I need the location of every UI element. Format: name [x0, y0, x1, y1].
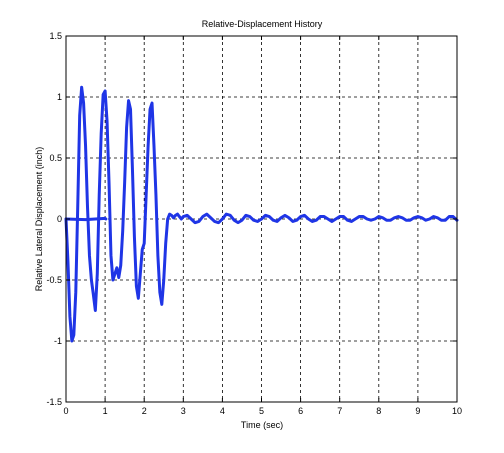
chart-title: Relative-Displacement History	[202, 19, 323, 29]
y-tick-label: 1	[57, 92, 62, 102]
series-line-2	[64, 216, 108, 222]
y-tick-label: 0	[57, 214, 62, 224]
x-tick-label: 1	[103, 406, 108, 416]
y-tick-label: 1.5	[49, 31, 62, 41]
y-tick-label: -1	[54, 336, 62, 346]
axis-ticks: 0 1 2 3 4 5 6 7 8 9 10 -1.5 -1 -0.5 0 0.5 1 1.5	[46, 31, 462, 416]
y-tick-label: -0.5	[46, 275, 62, 285]
x-tick-label: 3	[181, 406, 186, 416]
x-tick-label: 6	[298, 406, 303, 416]
y-axis-title: Relative Lateral Displacement (inch)	[34, 147, 44, 292]
x-tick-label: 0	[63, 406, 68, 416]
y-tick-label: -1.5	[46, 397, 62, 407]
x-tick-label: 4	[220, 406, 225, 416]
series-layer	[64, 85, 459, 343]
x-tick-label: 8	[376, 406, 381, 416]
x-tick-label: 7	[337, 406, 342, 416]
y-tick-label: 0.5	[49, 153, 62, 163]
x-tick-label: 9	[415, 406, 420, 416]
x-tick-label: 2	[142, 406, 147, 416]
x-tick-label: 10	[452, 406, 462, 416]
series-line-1	[64, 85, 459, 343]
x-tick-label: 5	[259, 406, 264, 416]
x-axis-title: Time (sec)	[241, 420, 283, 430]
